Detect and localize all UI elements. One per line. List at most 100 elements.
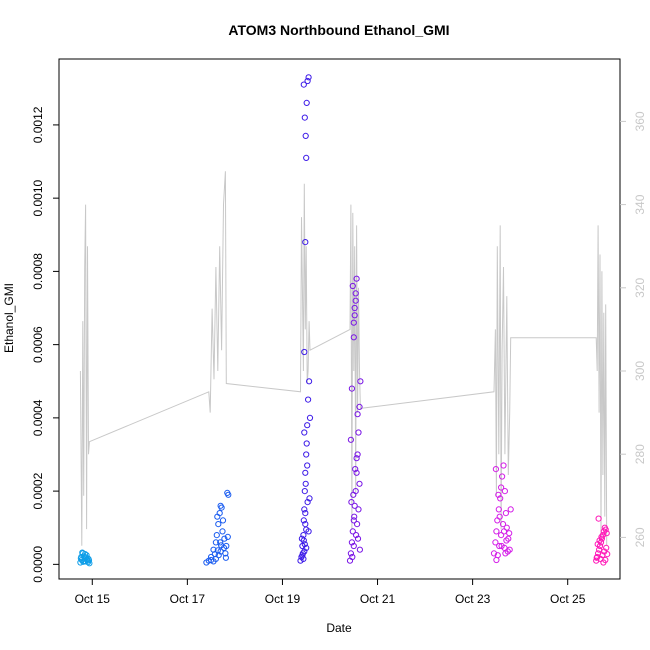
data-point xyxy=(303,451,310,458)
data-point xyxy=(353,275,360,282)
data-point xyxy=(495,491,502,498)
y2-tick-label: 360 xyxy=(633,111,647,131)
data-point xyxy=(350,542,357,550)
data-point xyxy=(349,553,356,561)
data-point xyxy=(304,462,311,469)
y-axis: 0.0000 0.0002 0.0004 0.0006 0.0008 0.0010 0.00… xyxy=(31,106,59,583)
data-point xyxy=(219,517,227,524)
data-point xyxy=(217,548,224,555)
data-point xyxy=(300,537,307,544)
data-point xyxy=(300,555,307,563)
data-point xyxy=(496,542,503,550)
data-point xyxy=(492,539,499,546)
data-point xyxy=(301,348,308,356)
data-point xyxy=(300,517,307,524)
data-point xyxy=(356,403,363,410)
data-point xyxy=(598,533,605,541)
x-axis-label: Date xyxy=(326,621,352,635)
data-point xyxy=(302,132,309,139)
x-tick-label: Oct 17 xyxy=(170,592,206,606)
y-tick-label: 0.0004 xyxy=(31,399,45,436)
x-tick-label: Oct 19 xyxy=(265,592,301,606)
data-point xyxy=(502,509,509,517)
data-point xyxy=(354,411,361,418)
x-tick-label: Oct 21 xyxy=(360,592,396,606)
data-point xyxy=(298,535,305,542)
y-tick-label: 0.0012 xyxy=(31,106,45,143)
y-axis-label: Ethanol_GMI xyxy=(2,283,16,353)
right-axis: 260 280 300 320 340 360 xyxy=(620,111,647,547)
data-point xyxy=(350,334,357,341)
data-point xyxy=(493,528,500,535)
data-point xyxy=(355,429,362,436)
data-point xyxy=(353,455,360,462)
data-point xyxy=(302,239,309,246)
data-point xyxy=(351,502,358,509)
data-point xyxy=(492,466,499,473)
plot-frame xyxy=(58,58,621,580)
data-point xyxy=(603,544,610,552)
data-point xyxy=(303,440,310,447)
data-point xyxy=(506,546,513,553)
data-point xyxy=(347,550,354,557)
data-point xyxy=(355,506,362,513)
data-point xyxy=(301,506,308,513)
data-point xyxy=(300,81,307,88)
data-point xyxy=(303,154,310,161)
y-tick-label: 0.0008 xyxy=(31,253,45,290)
data-point xyxy=(498,484,505,491)
x-tick-label: Oct 25 xyxy=(550,592,586,606)
y-tick-label: 0.0006 xyxy=(31,326,45,363)
data-point xyxy=(221,535,228,542)
altitude-line xyxy=(79,171,608,546)
data-point xyxy=(347,436,354,443)
data-point xyxy=(356,546,363,553)
data-point xyxy=(302,469,309,476)
data-point xyxy=(351,513,358,520)
data-point xyxy=(499,473,506,480)
data-point xyxy=(305,528,312,535)
data-point xyxy=(215,521,222,528)
data-point xyxy=(218,542,225,549)
y2-tick-label: 260 xyxy=(633,527,647,547)
data-point xyxy=(500,528,508,535)
data-point xyxy=(497,495,504,502)
data-point xyxy=(301,488,308,495)
data-point xyxy=(354,521,361,528)
scatter-series xyxy=(77,74,611,567)
data-point xyxy=(352,290,359,297)
data-point xyxy=(352,466,359,473)
data-point xyxy=(348,539,355,546)
y-tick-label: 0.0002 xyxy=(31,472,45,509)
data-point xyxy=(498,532,505,539)
data-point xyxy=(603,530,610,537)
y-tick-label: 0.0010 xyxy=(31,179,45,216)
data-point xyxy=(303,99,310,107)
data-point xyxy=(503,537,510,544)
data-point xyxy=(301,114,308,121)
data-point xyxy=(219,528,226,535)
data-point xyxy=(349,282,356,290)
data-point xyxy=(303,544,310,552)
data-point xyxy=(299,552,306,559)
data-point xyxy=(211,551,218,558)
data-point xyxy=(498,542,505,550)
data-point xyxy=(350,517,357,524)
x-axis: Oct 15 Oct 17 Oct 19 Oct 21 Oct 23 Oct 25 xyxy=(75,579,586,606)
data-point xyxy=(79,549,86,556)
data-point xyxy=(348,499,355,506)
data-point xyxy=(501,488,508,495)
data-point xyxy=(212,539,219,546)
data-point xyxy=(353,532,360,539)
y2-tick-label: 340 xyxy=(633,194,647,214)
data-point xyxy=(301,429,308,436)
data-point xyxy=(302,509,309,517)
data-point xyxy=(304,77,311,85)
data-point xyxy=(348,385,355,392)
data-point xyxy=(351,304,358,312)
chart-title: ATOM3 Northbound Ethanol_GMI xyxy=(228,22,449,38)
data-point xyxy=(357,378,364,385)
data-point xyxy=(225,491,232,498)
data-point xyxy=(208,556,215,564)
